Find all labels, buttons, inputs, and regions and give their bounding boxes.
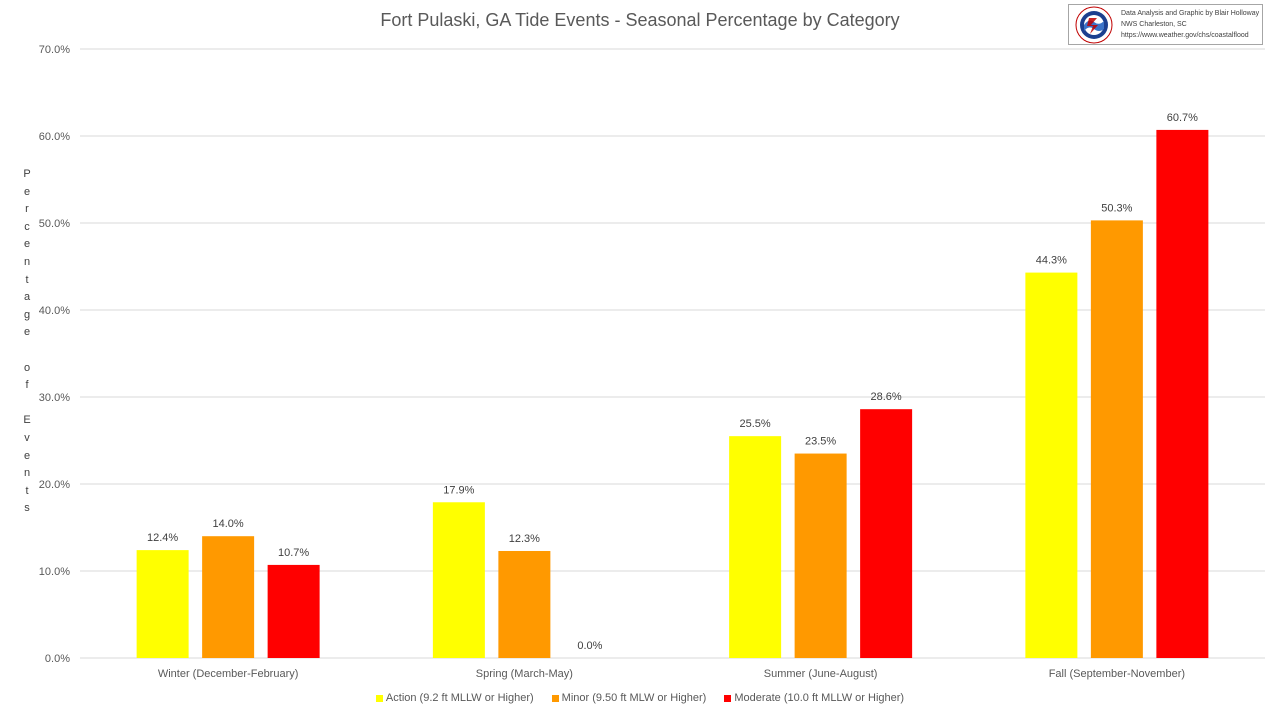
y-tick-label: 70.0% bbox=[39, 44, 70, 56]
y-tick-label: 0.0% bbox=[45, 653, 70, 665]
x-tick-label: Fall (September-November) bbox=[1049, 668, 1185, 680]
x-tick-labels: Winter (December-February) Spring (March-… bbox=[158, 668, 1185, 680]
data-label: 12.4% bbox=[147, 532, 178, 544]
y-axis-label-char: v bbox=[24, 431, 30, 444]
y-axis-label-char: g bbox=[23, 308, 31, 321]
y-tick-label: 10.0% bbox=[39, 566, 70, 578]
credit-line-url: https://www.weather.gov/chs/coastalflood bbox=[1121, 32, 1249, 39]
bar bbox=[1156, 129, 1209, 658]
y-axis-label-char: t bbox=[25, 484, 29, 497]
y-axis-label-char: n bbox=[23, 467, 31, 480]
data-label: 14.0% bbox=[213, 518, 244, 530]
legend-swatch bbox=[551, 694, 559, 702]
y-axis-label-char: c bbox=[24, 220, 30, 233]
y-axis-label-char: e bbox=[23, 326, 31, 339]
y-axis-label-char: n bbox=[23, 255, 31, 268]
legend-item: Minor (9.50 ft MLW or Higher) bbox=[551, 692, 707, 704]
nws-logo-icon bbox=[1075, 6, 1113, 44]
bar bbox=[432, 502, 485, 658]
y-tick-label: 50.0% bbox=[39, 218, 70, 230]
legend-label: Minor (9.50 ft MLW or Higher) bbox=[561, 692, 707, 704]
y-axis-label-char: f bbox=[25, 379, 29, 392]
bar bbox=[1090, 220, 1143, 658]
legend-item: Action (9.2 ft MLLW or Higher) bbox=[375, 692, 534, 704]
y-axis-label-char: e bbox=[23, 238, 31, 251]
bar bbox=[136, 550, 189, 658]
y-axis-label-char: o bbox=[23, 361, 31, 374]
y-axis-label-char: E bbox=[23, 414, 31, 427]
legend-label: Action (9.2 ft MLLW or Higher) bbox=[385, 692, 534, 704]
x-tick-label: Summer (June-August) bbox=[764, 668, 878, 680]
y-axis-label-char: a bbox=[23, 291, 31, 304]
data-label: 10.7% bbox=[278, 547, 309, 559]
legend-item: Moderate (10.0 ft MLLW or Higher) bbox=[724, 692, 904, 704]
y-axis-label-char: t bbox=[25, 273, 29, 286]
bars bbox=[136, 129, 1209, 658]
y-tick-labels: 0.0% 10.0% 20.0% 30.0% 40.0% 50.0% 60.0% 70.0% bbox=[39, 44, 70, 665]
data-label: 50.3% bbox=[1101, 202, 1132, 214]
bar bbox=[794, 453, 847, 658]
y-tick-label: 60.0% bbox=[39, 131, 70, 143]
legend: Action (9.2 ft MLLW or Higher) Minor (9.5… bbox=[0, 692, 1280, 704]
data-label: 23.5% bbox=[805, 436, 836, 448]
bar bbox=[202, 536, 255, 658]
bar bbox=[498, 550, 551, 658]
data-label: 60.7% bbox=[1167, 112, 1198, 124]
y-tick-label: 40.0% bbox=[39, 305, 70, 317]
credit-line-author: Data Analysis and Graphic by Blair Hollo… bbox=[1121, 10, 1260, 17]
chart-title: Fort Pulaski, GA Tide Events - Seasonal … bbox=[380, 10, 900, 30]
bar bbox=[1025, 272, 1078, 658]
data-label: 17.9% bbox=[443, 484, 474, 496]
legend-label: Moderate (10.0 ft MLLW or Higher) bbox=[734, 692, 905, 704]
bar bbox=[860, 409, 913, 658]
data-label: 44.3% bbox=[1036, 255, 1067, 267]
data-labels: 12.4% 14.0% 10.7% 17.9% 12.3% 0.0% 25.5% 23.5% 2… bbox=[147, 112, 1198, 652]
legend-swatch bbox=[375, 694, 383, 702]
bar bbox=[729, 436, 782, 658]
y-axis-label-char: s bbox=[24, 502, 30, 515]
data-label: 28.6% bbox=[871, 391, 902, 403]
y-tick-label: 20.0% bbox=[39, 479, 70, 491]
data-label: 25.5% bbox=[740, 418, 771, 430]
y-tick-label: 30.0% bbox=[39, 392, 70, 404]
gridlines bbox=[80, 48, 1265, 659]
data-label: 0.0% bbox=[577, 640, 602, 652]
credit-line-office: NWS Charleston, SC bbox=[1121, 21, 1187, 28]
x-tick-label: Winter (December-February) bbox=[158, 668, 299, 680]
legend-swatch bbox=[724, 694, 732, 702]
y-axis-label-char: e bbox=[23, 449, 31, 462]
y-axis-label-char: P bbox=[23, 168, 31, 180]
bar bbox=[267, 564, 320, 658]
credit-box: Data Analysis and Graphic by Blair Hollo… bbox=[1068, 4, 1263, 45]
x-tick-label: Spring (March-May) bbox=[476, 668, 573, 680]
data-label: 12.3% bbox=[509, 533, 540, 545]
y-axis-label-char: r bbox=[25, 203, 29, 216]
y-axis-label-char: e bbox=[23, 185, 31, 198]
